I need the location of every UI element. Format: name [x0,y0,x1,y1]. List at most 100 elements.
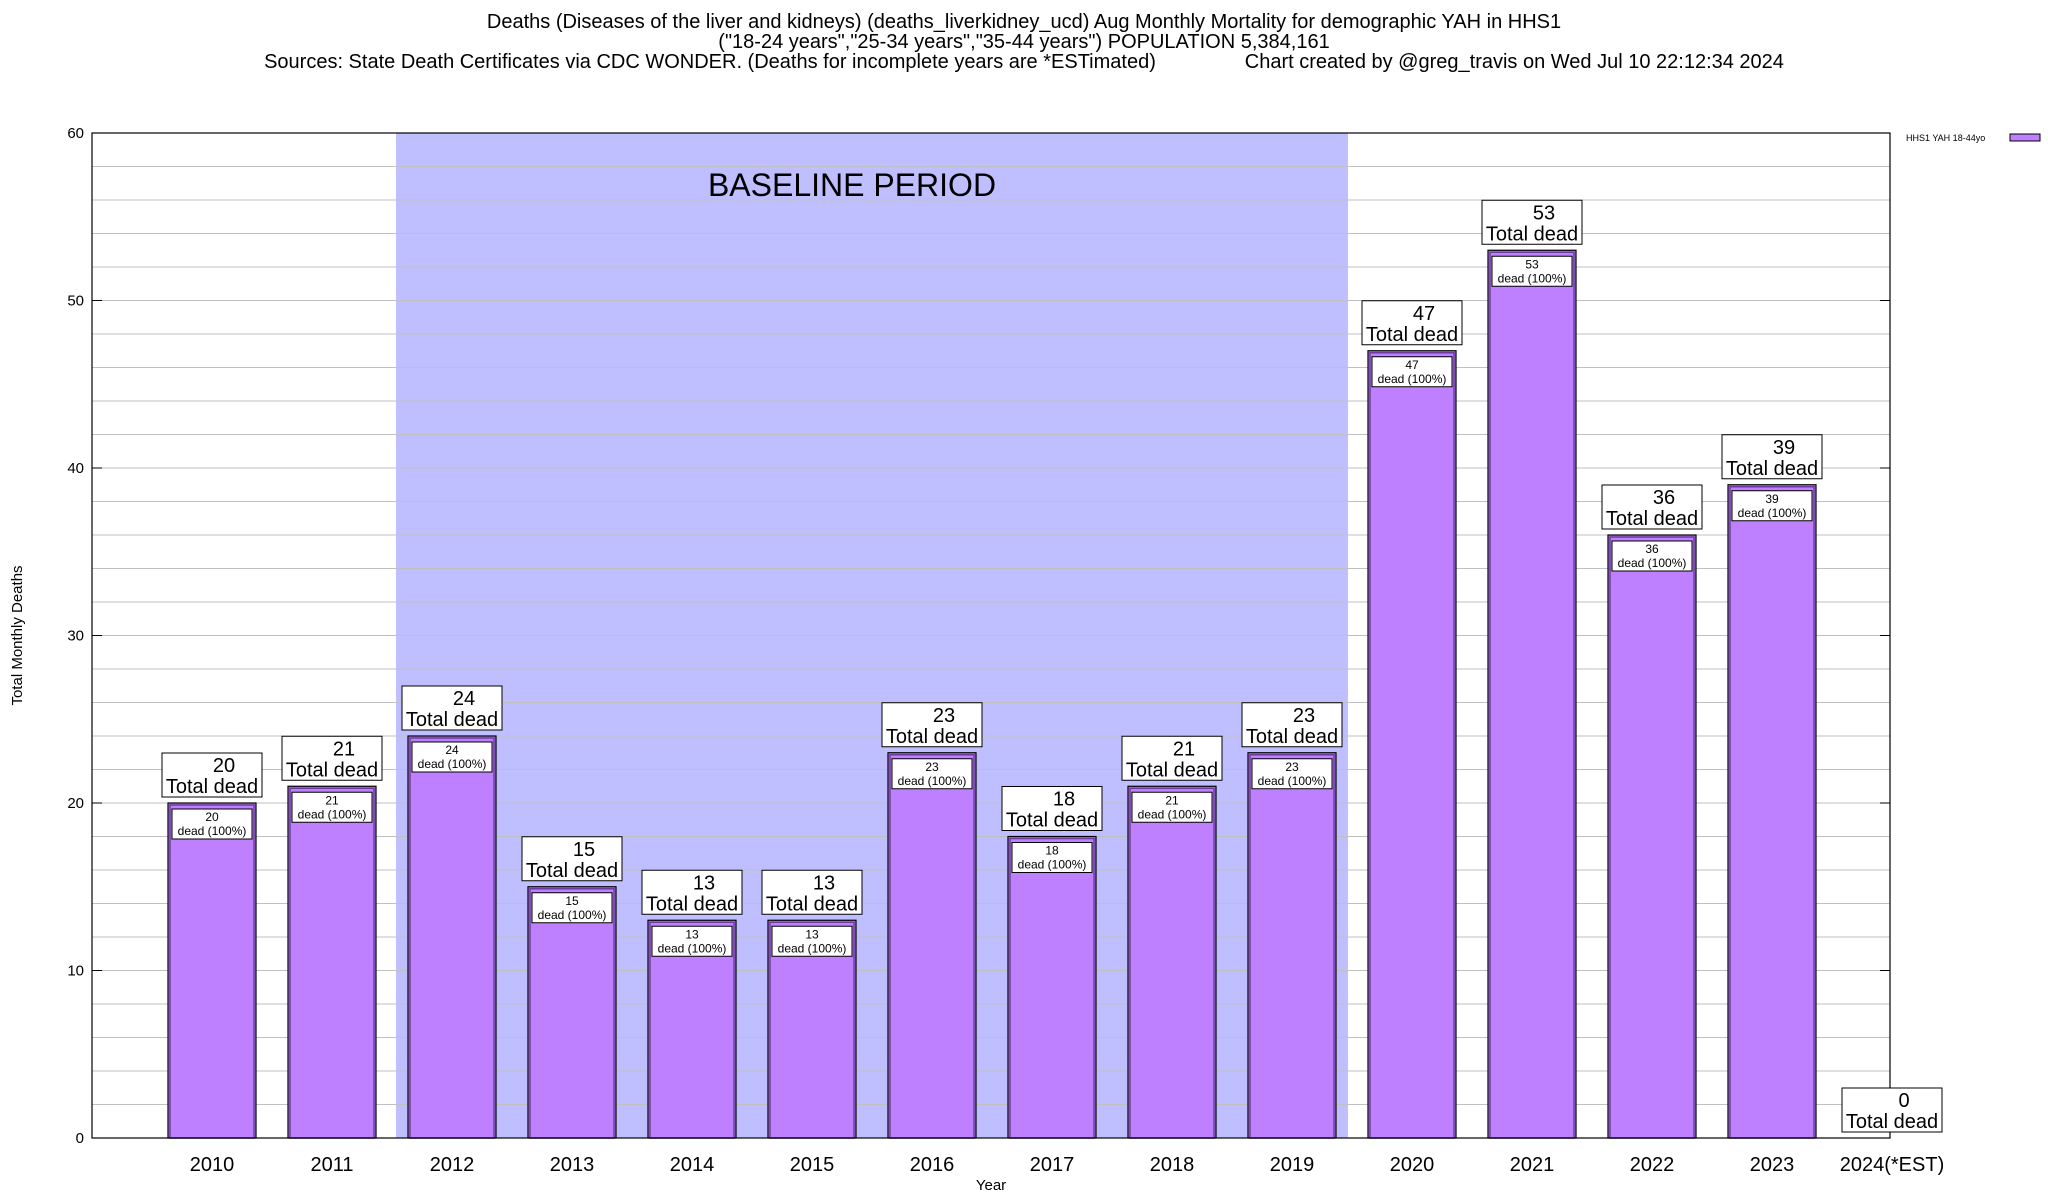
inner-dead-label: dead (100%) [1618,556,1687,570]
chart-subtitle: ("18-24 years","25-34 years","35-44 year… [718,31,1330,53]
bar [1727,484,1817,1139]
total-value-label: 36 [1653,487,1675,509]
bar [167,802,257,1139]
inner-dead-label: dead (100%) [178,824,247,838]
total-dead-label: Total dead [1726,458,1818,480]
y-tick-label: 10 [67,963,84,980]
inner-value-label: 21 [325,793,339,807]
bar [407,735,497,1139]
x-tick-label: 2014 [670,1154,715,1176]
x-tick-label: 2022 [1630,1154,1675,1176]
total-dead-label: Total dead [1246,726,1338,748]
bar [1607,534,1697,1139]
inner-value-label: 15 [565,894,579,908]
inner-dead-label: dead (100%) [538,908,607,922]
y-tick-label: 30 [67,628,84,645]
bar [1247,752,1337,1139]
x-tick-label: 2016 [910,1154,955,1176]
bar [1487,249,1577,1139]
inner-dead-label: dead (100%) [658,941,727,955]
total-value-label: 24 [453,688,475,710]
total-dead-label: Total dead [1606,508,1698,530]
x-tick-label: 2019 [1270,1154,1315,1176]
total-label-box [161,752,263,798]
total-value-label: 53 [1533,202,1555,224]
total-dead-label: Total dead [1126,759,1218,781]
chart-sources: Sources: State Death Certificates via CD… [264,51,1784,73]
total-dead-label: Total dead [646,893,738,915]
total-label-box [1601,484,1703,530]
total-dead-label: Total dead [406,709,498,731]
total-value-label: 21 [1173,738,1195,760]
inner-dead-label: dead (100%) [298,807,367,821]
inner-label-box [771,925,853,957]
x-tick-label: 2020 [1390,1154,1435,1176]
x-tick-label: 2017 [1030,1154,1075,1176]
inner-label-box [291,791,373,823]
inner-label-box [1251,758,1333,790]
total-dead-label: Total dead [1006,810,1098,832]
inner-value-label: 39 [1765,492,1779,506]
inner-value-label: 23 [925,760,939,774]
total-value-label: 47 [1413,303,1435,325]
x-tick-label: 2013 [550,1154,595,1176]
inner-value-label: 20 [205,810,219,824]
inner-value-label: 13 [805,927,819,941]
chart-header: Deaths (Diseases of the liver and kidney… [0,12,2048,72]
inner-value-label: 53 [1525,257,1539,271]
x-tick-label: 2018 [1150,1154,1195,1176]
total-label-box [1721,434,1823,480]
inner-label-box [411,741,493,773]
inner-value-label: 36 [1645,542,1659,556]
total-label-box [1361,300,1463,346]
total-label-box [1001,786,1103,831]
inner-label-box [1131,791,1213,823]
total-dead-label: Total dead [886,726,978,748]
bar [527,886,617,1139]
total-label-box [761,869,863,915]
inner-label-box [1011,842,1093,873]
total-label-box [881,702,983,748]
inner-label-box [1611,540,1693,572]
total-label-box [281,735,383,781]
x-tick-label: 2021 [1510,1154,1555,1176]
y-tick-label: 0 [76,1130,84,1147]
bar [887,752,977,1139]
inner-dead-label: dead (100%) [1498,271,1567,285]
inner-value-label: 23 [1285,760,1299,774]
total-label-box [1121,735,1223,781]
inner-dead-label: dead (100%) [1378,372,1447,386]
inner-value-label: 24 [445,743,459,757]
x-tick-label: 2012 [430,1154,475,1176]
total-dead-label: Total dead [166,776,258,798]
x-tick-label: 2024(*EST) [1840,1154,1945,1176]
inner-dead-label: dead (100%) [1738,506,1807,520]
inner-value-label: 21 [1165,793,1179,807]
total-value-label: 21 [333,738,355,760]
total-value-label: 0 [1898,1090,1909,1112]
total-dead-label: Total dead [526,860,618,882]
x-tick-label: 2015 [790,1154,835,1176]
inner-dead-label: dead (100%) [1138,807,1207,821]
x-tick-label: 2011 [310,1154,353,1176]
total-label-box [401,685,503,731]
total-value-label: 18 [1053,789,1075,811]
total-value-label: 23 [933,705,955,727]
inner-value-label: 47 [1405,358,1419,372]
x-tick-label: 2010 [190,1154,235,1176]
inner-dead-label: dead (100%) [778,941,847,955]
inner-value-label: 13 [685,927,699,941]
inner-label-box [1491,255,1573,287]
total-dead-label: Total dead [766,893,858,915]
inner-label-box [891,758,973,790]
total-label-box [1841,1087,1943,1133]
y-tick-label: 50 [67,293,84,310]
total-value-label: 13 [813,872,835,894]
inner-label-box [171,808,253,840]
y-tick-label: 40 [67,460,84,477]
total-dead-label: Total dead [1366,324,1458,346]
inner-label-box [651,925,733,957]
baseline-label: BASELINE PERIOD [708,167,996,203]
inner-label-box [531,892,613,924]
